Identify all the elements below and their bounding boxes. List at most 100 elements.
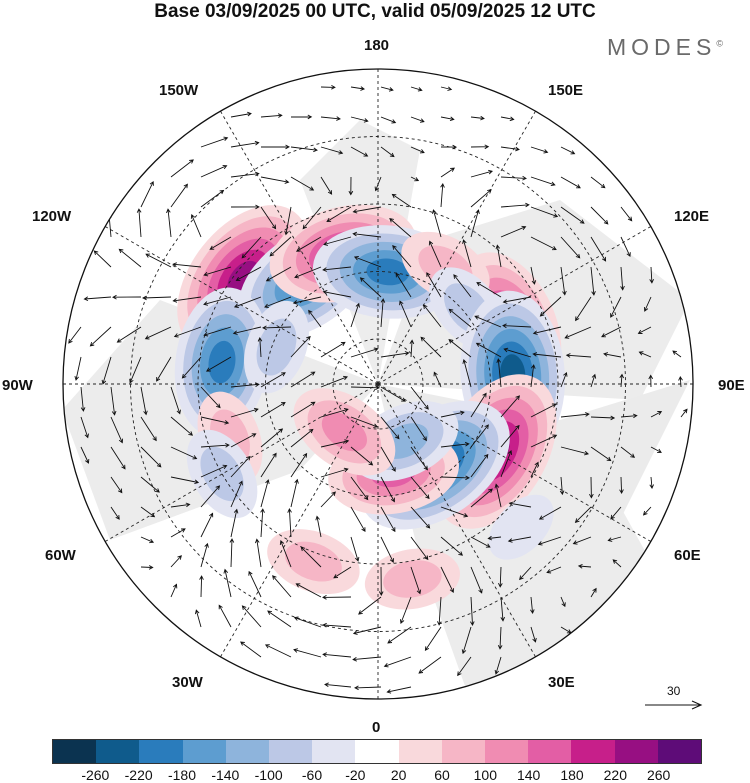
wind-vector-arrow <box>200 542 209 568</box>
wind-vector-arrow <box>650 446 662 453</box>
wind-vector-arrow <box>386 686 412 694</box>
wind-vector-arrow <box>320 146 344 155</box>
wind-vector-arrow <box>290 401 316 418</box>
negative-anomaly-contour <box>256 318 297 376</box>
colorbar-swatch <box>225 740 270 763</box>
colorbar-swatch <box>614 740 658 763</box>
wind-vector-arrow <box>140 476 160 493</box>
wind-vector-arrow <box>323 236 352 246</box>
wind-vector-arrow <box>495 244 502 268</box>
wind-vector-arrow <box>352 231 382 238</box>
wind-vector-arrow <box>292 296 322 305</box>
wind-vector-arrow <box>380 446 396 472</box>
wind-vector-arrow <box>503 347 532 358</box>
wind-vector-arrow <box>284 206 292 236</box>
wind-vector-arrow <box>380 351 410 358</box>
positive-anomaly-contour <box>284 541 342 582</box>
wind-vector-arrow <box>620 206 633 222</box>
wind-vector-arrow <box>470 115 485 121</box>
wind-vector-arrow <box>136 208 142 238</box>
negative-anomaly-contour <box>488 494 554 560</box>
wind-vector-arrow <box>560 371 568 388</box>
wind-vector-arrow <box>440 536 464 556</box>
wind-vector-arrow <box>230 407 259 418</box>
wind-vector-arrow <box>474 315 502 328</box>
wind-vector-arrow <box>380 86 394 92</box>
wind-vector-arrow <box>290 146 318 153</box>
wind-vector-arrow <box>519 566 532 581</box>
wind-vector-arrow <box>500 202 530 208</box>
wind-vector-arrow <box>410 506 431 529</box>
wind-vector-arrow <box>200 464 228 478</box>
wind-vector-arrow <box>610 506 622 520</box>
wind-vector-arrow <box>320 116 341 121</box>
wind-vector-arrow <box>530 403 557 418</box>
lon-label-180: 180 <box>364 37 390 54</box>
wind-vector-arrow <box>230 455 251 478</box>
wind-vector-arrow <box>140 565 154 570</box>
wind-vector-arrow <box>230 171 260 178</box>
lon-label-120e: 120E <box>674 208 710 225</box>
wind-vector-arrow <box>260 176 290 184</box>
wind-vector-arrow <box>235 266 262 281</box>
colorbar-tick-label: 260 <box>646 767 671 783</box>
colorbar-tick-label: -140 <box>211 767 240 783</box>
wind-vector-arrow <box>267 610 292 628</box>
colorbar-swatch <box>53 740 97 763</box>
wind-vector-arrow <box>470 596 475 626</box>
wind-vector-arrow <box>230 480 243 508</box>
wind-vector-arrow <box>410 566 422 595</box>
wind-vector-arrow <box>350 385 380 391</box>
wind-vector-arrow <box>590 587 597 598</box>
wind-vector-arrow <box>470 536 491 548</box>
wind-vector-arrow <box>530 364 536 388</box>
wind-vector-arrow <box>470 424 489 448</box>
wind-vector-arrow <box>209 236 232 250</box>
lon-label-60w: 60W <box>45 547 76 564</box>
wind-vector-arrow <box>230 204 260 210</box>
wind-vector-arrow <box>590 373 597 388</box>
wind-vector-arrow <box>494 483 502 508</box>
wind-vector-arrow <box>560 206 585 224</box>
colorbar-swatch <box>528 740 572 763</box>
wind-vector-arrow <box>262 325 292 331</box>
wind-vector-arrow <box>649 476 655 490</box>
wind-vector-arrow <box>260 452 277 478</box>
wind-vector-arrow <box>140 180 154 208</box>
wind-vector-arrow <box>144 326 172 340</box>
wind-vector-arrow <box>532 352 562 358</box>
wind-vector-arrow <box>648 374 654 388</box>
lon-label-120w: 120W <box>32 208 72 225</box>
wind-vector-arrow <box>470 189 492 208</box>
colorbar-swatch <box>96 740 140 763</box>
reference-vector <box>645 700 703 710</box>
wind-vector-arrow <box>74 356 82 381</box>
meridian-line <box>104 383 379 542</box>
wind-vector-arrow <box>426 272 442 298</box>
wind-vector-arrow <box>448 308 472 328</box>
wind-vector-arrow <box>358 596 382 615</box>
wind-vector-arrow <box>170 416 194 436</box>
lon-label-150w: 150W <box>159 82 199 99</box>
wind-vector-arrow <box>590 266 596 296</box>
wind-vector-arrow <box>453 274 472 298</box>
colorbar-swatch <box>571 740 615 763</box>
wind-vector-arrow <box>530 236 557 251</box>
colorbar-swatch <box>441 740 486 763</box>
colorbar-tick-label: 180 <box>560 767 584 783</box>
wind-vector-arrow <box>200 136 229 148</box>
wind-vector-arrow <box>418 656 442 674</box>
wind-vector-arrow <box>218 604 232 628</box>
wind-vector-arrow <box>290 176 315 191</box>
wind-vector-arrow <box>619 373 625 388</box>
wind-vector-arrow <box>500 175 527 181</box>
wind-vector-arrow <box>142 295 172 301</box>
wind-vector-arrow <box>574 506 592 523</box>
wind-vector-arrow <box>322 266 352 272</box>
meridian-line <box>377 110 536 385</box>
wind-vector-arrow <box>352 626 382 635</box>
wind-vector-arrow <box>240 641 262 658</box>
lon-label-90e: 90E <box>718 377 745 394</box>
wind-vector-arrow <box>601 326 622 338</box>
wind-vector-arrow <box>410 386 429 410</box>
